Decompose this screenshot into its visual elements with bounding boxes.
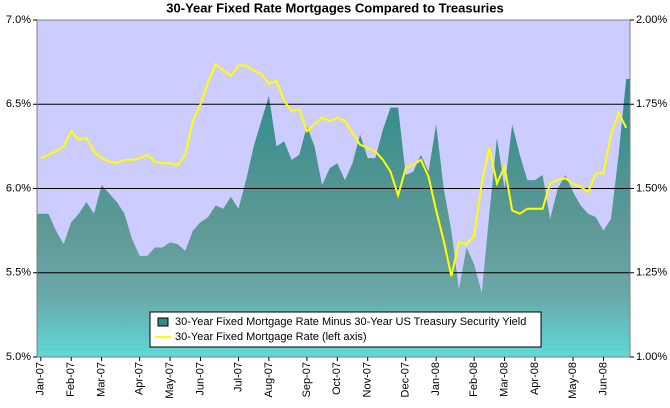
y-tick-label: 5.5% <box>6 267 31 279</box>
x-tick-label: May-08 <box>567 362 579 399</box>
spread-area <box>37 78 630 357</box>
y-tick-label: 7.0% <box>6 14 31 26</box>
x-tick-label: Jul-07 <box>232 362 244 392</box>
y-tick-label: 6.5% <box>6 98 31 110</box>
x-tick-label: Sep-07 <box>301 362 313 397</box>
x-tick-label: Feb-07 <box>65 362 77 397</box>
x-tick-label: Mar-07 <box>96 362 108 397</box>
legend-label: 30-Year Fixed Mortgage Rate Minus 30-Yea… <box>175 316 526 328</box>
x-tick-label: Jun-07 <box>194 362 206 396</box>
y-tick-label: 6.0% <box>6 182 31 194</box>
x-tick-label: Jan-07 <box>35 362 47 396</box>
y2-tick-label: 2.00% <box>636 14 667 26</box>
x-tick-label: Feb-08 <box>468 362 480 397</box>
y2-tick-label: 1.25% <box>636 267 667 279</box>
x-tick-label: Jan-08 <box>430 362 442 396</box>
x-tick-label: Apr-08 <box>529 362 541 395</box>
y2-tick-label: 1.50% <box>636 182 667 194</box>
y2-tick-label: 1.00% <box>636 351 667 363</box>
mortgage-line <box>40 62 628 277</box>
x-tick-label: Dec-07 <box>400 362 412 397</box>
chart-title: 30-Year Fixed Rate Mortgages Compared to… <box>166 0 503 15</box>
x-tick-label: Apr-07 <box>134 362 146 395</box>
x-tick-label: Mar-08 <box>498 362 510 397</box>
x-tick-label: Aug-07 <box>263 362 275 397</box>
y-tick-label: 5.0% <box>6 351 31 363</box>
legend-swatch <box>157 317 169 327</box>
legend: 30-Year Fixed Mortgage Rate Minus 30-Yea… <box>149 311 542 348</box>
x-tick-label: Nov-07 <box>362 362 374 397</box>
legend-box <box>149 311 542 348</box>
y2-tick-label: 1.75% <box>636 98 667 110</box>
legend-label: 30-Year Fixed Mortgage Rate (left axis) <box>175 331 367 343</box>
x-tick-label: Jun-08 <box>597 362 609 396</box>
x-tick-label: May-07 <box>164 362 176 399</box>
x-tick-label: Oct-07 <box>331 362 343 395</box>
